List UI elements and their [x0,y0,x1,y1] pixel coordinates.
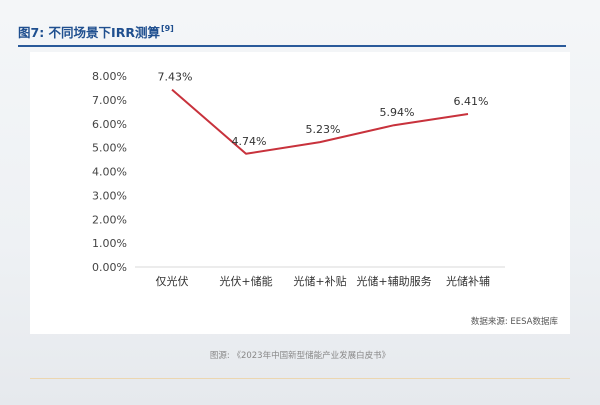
data-label: 5.23% [306,123,341,136]
y-tick-label: 2.00% [92,213,127,226]
x-tick-label: 光储+补贴 [293,274,346,288]
y-tick-label: 5.00% [92,142,127,155]
x-tick-label: 光储补辅 [446,274,490,288]
data-label: 5.94% [380,106,415,119]
chart-panel: 0.00% 1.00% 2.00% 3.00% 4.00% 5.00% 6.00% 7.00%… [30,52,570,334]
y-tick-label: 6.00% [92,118,127,131]
reference-marker: [9] [160,24,174,33]
data-label: 6.41% [454,95,489,108]
data-label: 4.74% [232,135,267,148]
y-tick-label: 8.00% [92,70,127,83]
line-chart: 0.00% 1.00% 2.00% 3.00% 4.00% 5.00% 6.00% 7.00%… [92,70,505,288]
chart-title-text: 图7: 不同场景下IRR测算 [18,25,160,40]
series-line [171,88,469,155]
image-caption: 图源: 《2023年中国新型储能产业发展白皮书》 [209,351,391,361]
data-label: 7.43% [158,71,193,84]
x-tick-label: 光伏+储能 [219,274,272,288]
y-tick-label: 7.00% [92,94,127,107]
x-tick-label: 光储+辅助服务 [356,274,431,288]
y-tick-label: 1.00% [92,237,127,250]
chart-title: 图7: 不同场景下IRR测算[9] [18,22,174,41]
title-divider [18,45,566,47]
data-source: 数据来源: EESA数据库 [470,317,558,327]
y-tick-label: 0.00% [92,261,127,274]
x-tick-label: 仅光伏 [156,274,189,288]
footer-divider [30,378,570,379]
y-tick-label: 3.00% [92,189,127,202]
y-tick-label: 4.00% [92,166,127,179]
